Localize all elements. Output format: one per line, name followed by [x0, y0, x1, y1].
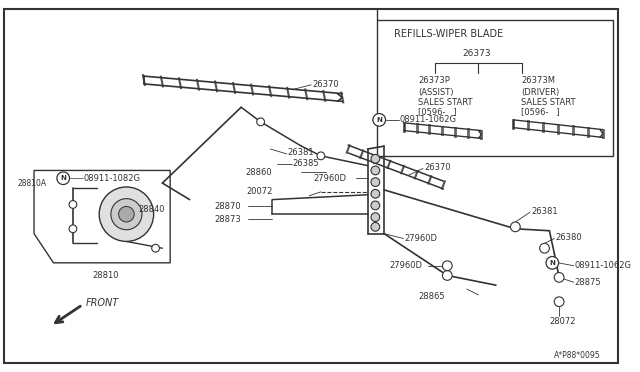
Text: 28810: 28810	[92, 271, 119, 280]
Bar	[378, 20, 612, 156]
Circle shape	[69, 225, 77, 232]
Text: A*P88*0095: A*P88*0095	[554, 351, 601, 360]
Text: (ASSIST): (ASSIST)	[418, 88, 454, 97]
Circle shape	[118, 206, 134, 222]
Circle shape	[371, 178, 380, 186]
Text: 26380: 26380	[556, 233, 582, 242]
Text: 26370: 26370	[312, 80, 339, 89]
Text: 08911-1062G: 08911-1062G	[399, 115, 457, 124]
Circle shape	[69, 201, 77, 208]
Circle shape	[511, 222, 520, 232]
Circle shape	[99, 187, 154, 241]
Circle shape	[554, 297, 564, 307]
Text: 26381: 26381	[288, 148, 314, 157]
Circle shape	[546, 257, 559, 269]
Circle shape	[554, 273, 564, 282]
Circle shape	[152, 244, 159, 252]
Text: 27960D: 27960D	[389, 261, 422, 270]
Text: 28873: 28873	[214, 215, 241, 224]
Text: 28810A: 28810A	[17, 179, 47, 187]
Text: [0596-   ]: [0596- ]	[418, 108, 457, 116]
Text: 28840: 28840	[138, 205, 164, 214]
Text: REFILLS-WIPER BLADE: REFILLS-WIPER BLADE	[394, 29, 503, 39]
Circle shape	[371, 213, 380, 221]
Circle shape	[371, 166, 380, 175]
Circle shape	[540, 243, 549, 253]
Circle shape	[257, 118, 264, 126]
Circle shape	[371, 189, 380, 198]
Circle shape	[317, 152, 324, 160]
Circle shape	[57, 172, 70, 185]
Text: N: N	[549, 260, 556, 266]
Text: 26373P: 26373P	[418, 77, 450, 86]
Text: 26381: 26381	[531, 207, 557, 216]
Text: 08911-1062G: 08911-1062G	[575, 261, 632, 270]
Text: 20072: 20072	[246, 187, 272, 196]
Text: 28875: 28875	[575, 278, 602, 287]
Text: 26373: 26373	[462, 49, 491, 58]
Text: 28072: 28072	[549, 317, 576, 326]
Circle shape	[442, 261, 452, 270]
Circle shape	[111, 199, 142, 230]
Text: 26370: 26370	[424, 163, 451, 172]
Circle shape	[371, 201, 380, 210]
Text: (DRIVER): (DRIVER)	[521, 88, 559, 97]
Text: 26385: 26385	[292, 159, 319, 168]
Text: SALES START: SALES START	[418, 98, 472, 107]
Text: FRONT: FRONT	[86, 298, 119, 308]
Text: 26373M: 26373M	[521, 77, 556, 86]
Circle shape	[371, 222, 380, 231]
Text: 28870: 28870	[214, 202, 241, 211]
Circle shape	[371, 154, 380, 163]
Text: N: N	[376, 117, 382, 123]
Circle shape	[442, 270, 452, 280]
Text: 28860: 28860	[246, 168, 272, 177]
Text: SALES START: SALES START	[521, 98, 576, 107]
Text: [0596-   ]: [0596- ]	[521, 108, 560, 116]
Text: 28865: 28865	[418, 292, 445, 301]
Text: 27960D: 27960D	[404, 234, 438, 243]
Text: 27960D: 27960D	[313, 174, 346, 183]
Circle shape	[373, 113, 385, 126]
Text: 08911-1082G: 08911-1082G	[84, 174, 141, 183]
Text: N: N	[60, 175, 66, 181]
